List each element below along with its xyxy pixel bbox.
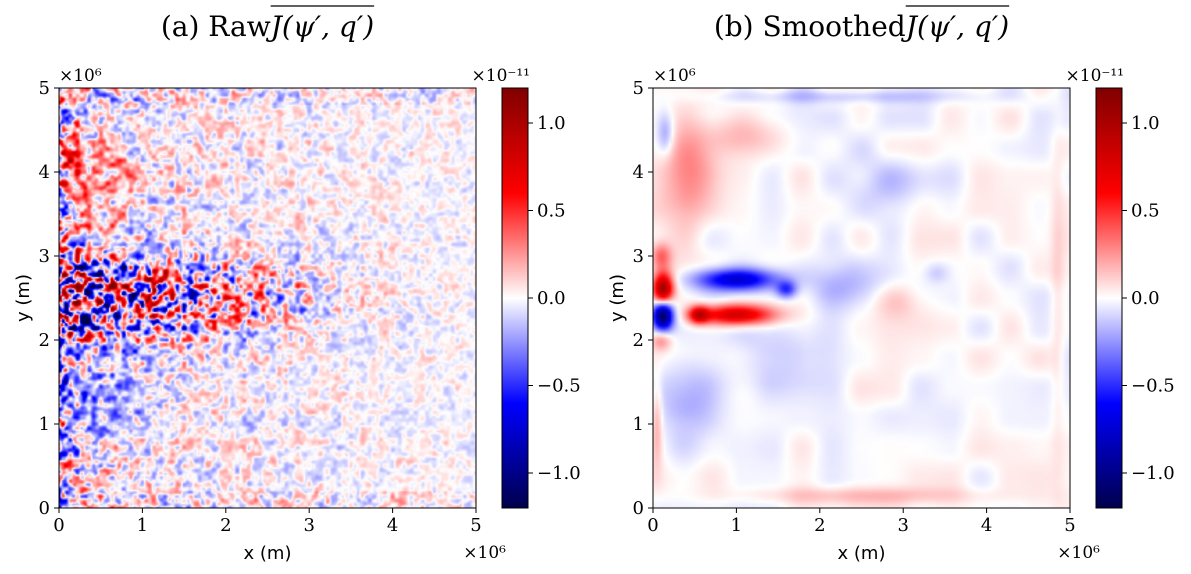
- x-tick-label: 5: [470, 515, 481, 536]
- colorbar: [501, 87, 529, 509]
- chart-title-prefix: (b) Smoothed: [714, 10, 906, 43]
- plot-frame: [652, 87, 1071, 509]
- y-tick-label: 4: [39, 162, 50, 183]
- y-axis-label: y (m): [607, 274, 628, 322]
- y-tick-label: 2: [39, 330, 50, 351]
- y-tick-label: 1: [39, 414, 50, 435]
- colorbar-tick-label: −1.0: [537, 463, 581, 484]
- colorbar-tick-label: 0.5: [1131, 201, 1160, 222]
- y-tick-label: 5: [39, 78, 50, 99]
- y-multiplier: ×10⁶: [653, 66, 696, 86]
- panel-smoothed: 0 1 2 3 4 5 0 1 2 3 4 5 ×10⁶ ×10⁶ x (m) y (m) (b) Smooth…: [607, 5, 1175, 564]
- colorbar-tick-label: −0.5: [1131, 376, 1175, 397]
- colorbar-tick-label: 0.0: [1131, 288, 1160, 309]
- plot-frame: [58, 87, 477, 509]
- x-tick-label: 1: [731, 515, 742, 536]
- chart-title-prefix: (a) Raw: [161, 10, 271, 43]
- x-multiplier: ×10⁶: [463, 543, 506, 563]
- x-tick-label: 3: [303, 515, 314, 536]
- y-tick-label: 2: [633, 330, 644, 351]
- x-tick-label: 5: [1064, 515, 1075, 536]
- x-tick-label: 0: [647, 515, 658, 536]
- y-multiplier: ×10⁶: [59, 66, 102, 86]
- colorbar-tick-label: 1.0: [1131, 113, 1160, 134]
- y-axis-label: y (m): [13, 274, 34, 322]
- y-tick-label: 1: [633, 414, 644, 435]
- x-multiplier: ×10⁶: [1057, 543, 1100, 563]
- colorbar-tick-label: 1.0: [537, 113, 566, 134]
- colorbar-tick-label: −0.5: [537, 376, 581, 397]
- y-tick-label: 0: [633, 498, 644, 519]
- y-tick-label: 0: [39, 498, 50, 519]
- y-tick-label: 4: [633, 162, 644, 183]
- heatmap-image: [59, 88, 476, 508]
- x-tick-label: 4: [387, 515, 398, 536]
- x-tick-label: 0: [53, 515, 64, 536]
- heatmap-image: [653, 88, 1070, 508]
- colorbar: [1095, 87, 1123, 509]
- x-tick-label: 2: [220, 515, 231, 536]
- colorbar-tick-label: 0.0: [537, 288, 566, 309]
- panel-raw: 0 1 2 3 4 5 0 1 2 3 4 5 ×10⁶ ×10⁶ x (m) y (m) (a) Raw J(…: [13, 5, 581, 564]
- x-tick-label: 1: [137, 515, 148, 536]
- colorbar-tick-label: 0.5: [537, 201, 566, 222]
- chart-title-expression: J(ψ′, q′): [901, 10, 1009, 43]
- x-tick-label: 4: [981, 515, 992, 536]
- x-tick-label: 2: [814, 515, 825, 536]
- colorbar-multiplier: ×10⁻¹¹: [472, 66, 530, 86]
- y-tick-label: 3: [633, 246, 644, 267]
- x-tick-label: 3: [897, 515, 908, 536]
- colorbar-tick-label: −1.0: [1131, 463, 1175, 484]
- y-tick-label: 3: [39, 246, 50, 267]
- y-tick-label: 5: [633, 78, 644, 99]
- colorbar-multiplier: ×10⁻¹¹: [1066, 66, 1124, 86]
- x-axis-label: x (m): [244, 543, 292, 564]
- chart-title-expression: J(ψ′, q′): [266, 10, 374, 43]
- x-axis-label: x (m): [838, 543, 886, 564]
